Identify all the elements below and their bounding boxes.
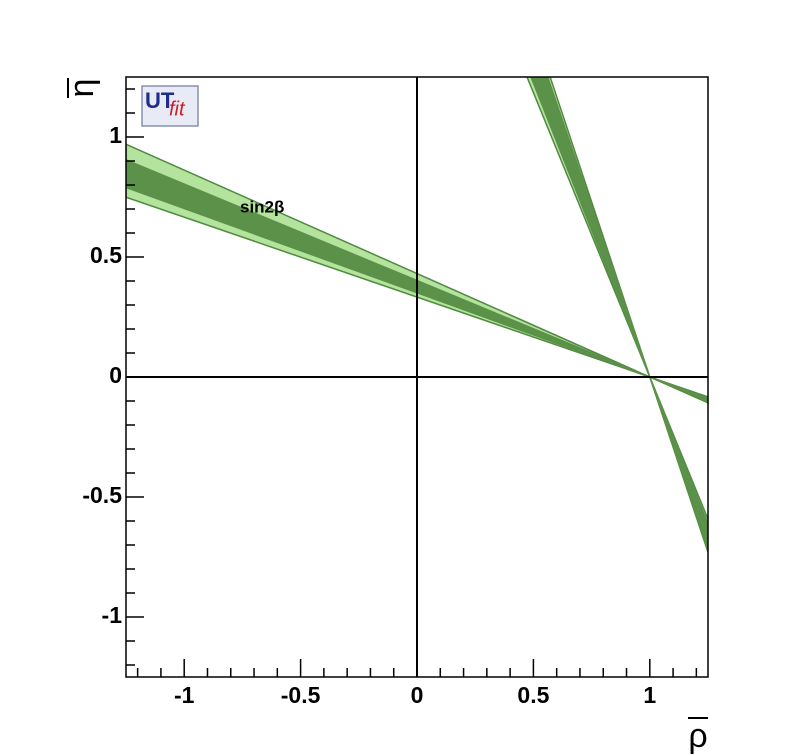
frame: [125, 76, 709, 678]
axes: -1 -0.5 0 0.5 1 -1 -0.5 0 0.5 1: [82, 77, 708, 708]
annotation: sin2β: [240, 197, 284, 216]
y-tick-label: -0.5: [82, 482, 122, 508]
y-axis-label: η: [63, 79, 101, 98]
x-tick-label: -1: [174, 682, 195, 708]
x-axis-label: ρ: [688, 717, 707, 754]
logo-box: [141, 85, 199, 127]
x-tick-label: 0: [411, 682, 424, 708]
logo-sub: fit: [169, 98, 186, 120]
y-tick-label: 0.5: [90, 242, 122, 268]
y-tick-label: -1: [102, 602, 123, 628]
y-tick-label: 1: [109, 122, 122, 148]
band: [126, 159, 708, 402]
y-tick-label: 0: [109, 362, 122, 388]
x-tick-label: -0.5: [281, 682, 321, 708]
logo: UT fit: [141, 85, 199, 127]
logo-main: UT: [145, 88, 175, 113]
x-tick-label: 1: [643, 682, 656, 708]
x-tick-label: 0.5: [517, 682, 549, 708]
